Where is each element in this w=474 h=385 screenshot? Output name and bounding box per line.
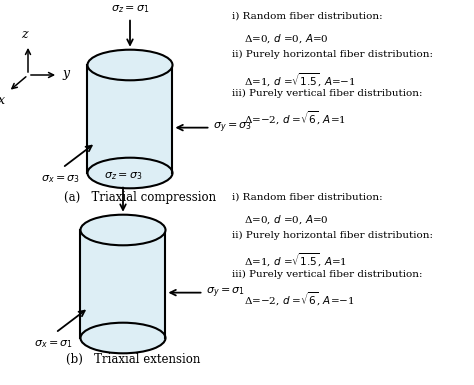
- Polygon shape: [88, 65, 173, 173]
- Text: Δ=−2, $d$ =$\sqrt{6}$, $A$=−1: Δ=−2, $d$ =$\sqrt{6}$, $A$=−1: [244, 291, 355, 308]
- Text: i) Random fiber distribution:: i) Random fiber distribution:: [232, 192, 383, 201]
- Text: Δ=0, $d$ =0, $A$=0: Δ=0, $d$ =0, $A$=0: [244, 33, 329, 45]
- Text: $\sigma_x = \sigma_3$: $\sigma_x = \sigma_3$: [41, 173, 80, 184]
- Text: (b)   Triaxial extension: (b) Triaxial extension: [66, 353, 200, 366]
- Ellipse shape: [88, 50, 173, 80]
- Ellipse shape: [81, 323, 165, 353]
- Ellipse shape: [88, 158, 173, 188]
- Polygon shape: [81, 230, 165, 338]
- Text: Δ=−2, $d$ =$\sqrt{6}$, $A$=1: Δ=−2, $d$ =$\sqrt{6}$, $A$=1: [244, 110, 346, 127]
- Text: $\sigma_y = \sigma_1$: $\sigma_y = \sigma_1$: [207, 285, 246, 300]
- Text: z: z: [21, 28, 27, 41]
- Text: $\sigma_x = \sigma_1$: $\sigma_x = \sigma_1$: [34, 338, 73, 350]
- Text: ii) Purely horizontal fiber distribution:: ii) Purely horizontal fiber distribution…: [232, 231, 433, 240]
- Text: Δ=1, $d$ =$\sqrt{1.5}$, $A$=1: Δ=1, $d$ =$\sqrt{1.5}$, $A$=1: [244, 252, 347, 270]
- Text: i) Random fiber distribution:: i) Random fiber distribution:: [232, 12, 383, 20]
- Text: iii) Purely vertical fiber distribution:: iii) Purely vertical fiber distribution:: [232, 270, 423, 279]
- Text: Δ=0, $d$ =0, $A$=0: Δ=0, $d$ =0, $A$=0: [244, 214, 329, 226]
- Text: y: y: [62, 67, 69, 79]
- Text: iii) Purely vertical fiber distribution:: iii) Purely vertical fiber distribution:: [232, 89, 423, 98]
- Text: $\sigma_z = \sigma_1$: $\sigma_z = \sigma_1$: [111, 3, 149, 15]
- Text: $\sigma_y = \sigma_3$: $\sigma_y = \sigma_3$: [213, 121, 253, 135]
- Text: (a)   Triaxial compression: (a) Triaxial compression: [64, 191, 216, 204]
- Text: $\sigma_z = \sigma_3$: $\sigma_z = \sigma_3$: [104, 170, 142, 182]
- Ellipse shape: [81, 215, 165, 245]
- Text: ii) Purely horizontal fiber distribution:: ii) Purely horizontal fiber distribution…: [232, 50, 433, 59]
- Text: x: x: [0, 94, 4, 107]
- Text: Δ=1, $d$ =$\sqrt{1.5}$, $A$=−1: Δ=1, $d$ =$\sqrt{1.5}$, $A$=−1: [244, 71, 356, 89]
